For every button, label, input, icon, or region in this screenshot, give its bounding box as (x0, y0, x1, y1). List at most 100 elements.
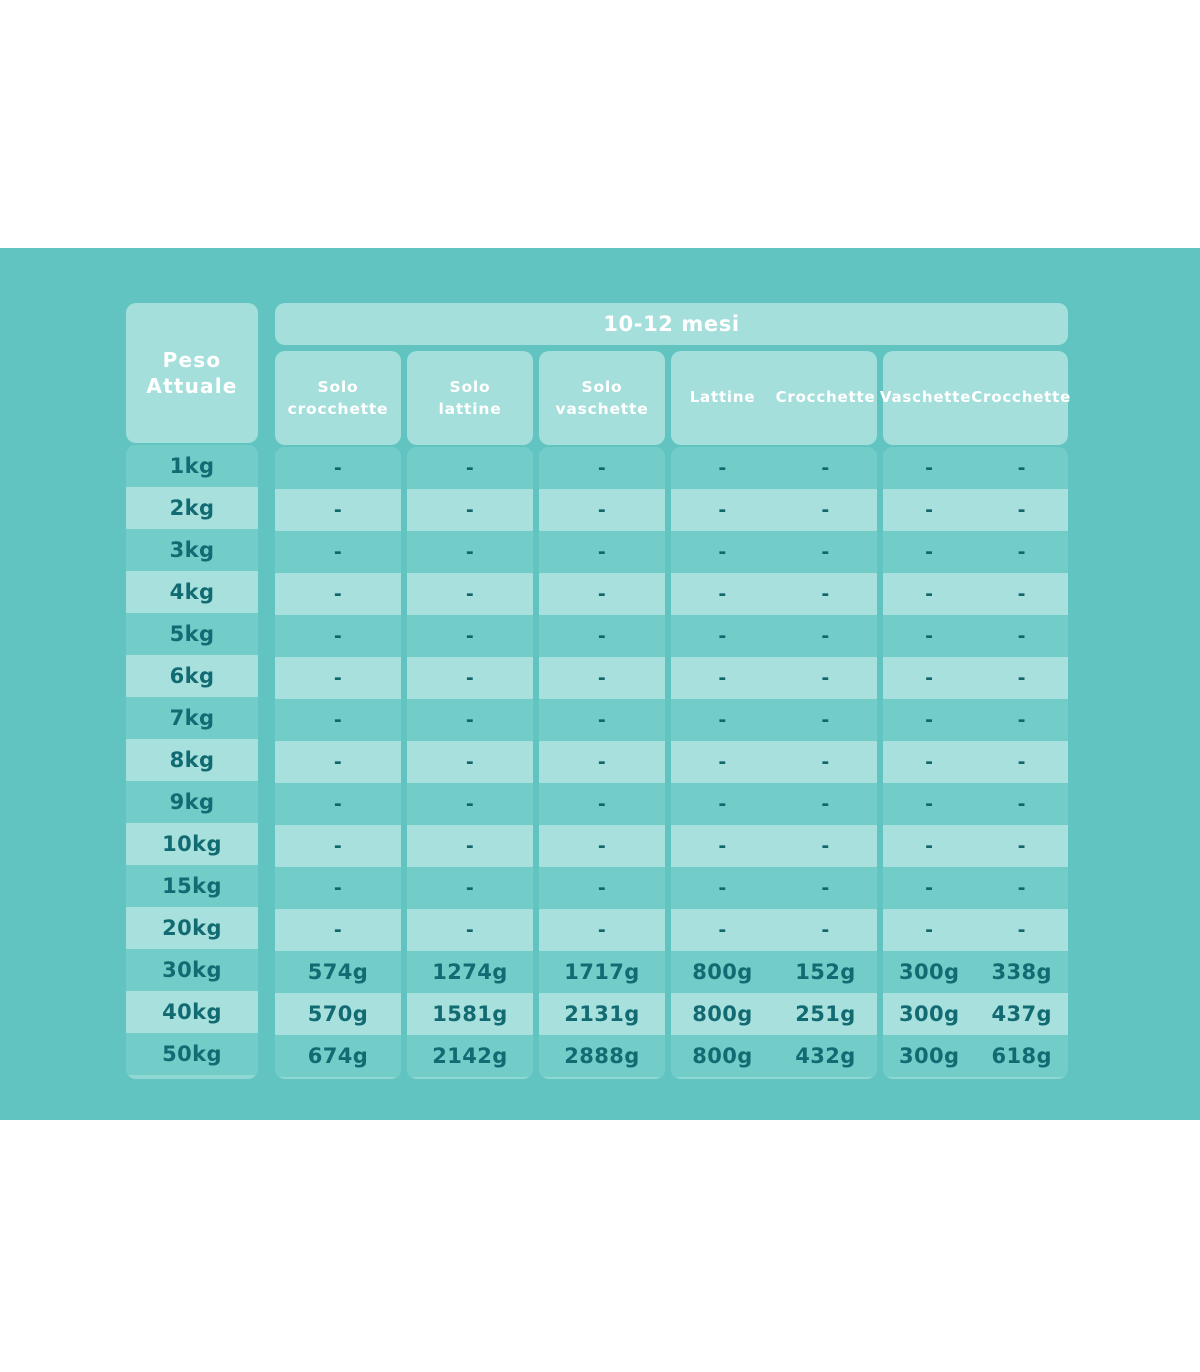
column-header-line: Solo (449, 378, 491, 396)
weight-row: 40kg (126, 991, 258, 1033)
column-header-vaschette-crocchette: Vaschette Crocchette (879, 351, 1070, 445)
table-row: -- (883, 825, 1068, 867)
column-header-label: Vaschette (879, 388, 972, 407)
cell-empty: - (597, 583, 607, 605)
table-row: - (275, 909, 401, 951)
cell-empty: - (718, 877, 727, 899)
cell-empty: - (333, 835, 343, 857)
weight-row: 15kg (126, 865, 258, 907)
cell-empty: - (925, 499, 934, 521)
weight-row: 5kg (126, 613, 258, 655)
table-row: -- (883, 489, 1068, 531)
weight-value: 20kg (162, 916, 222, 940)
table-row: -- (883, 447, 1068, 489)
cell-empty: - (821, 919, 830, 941)
cell-empty: - (718, 709, 727, 731)
table-row: - (275, 783, 401, 825)
column-header-solo-lattine: Solo lattine (407, 351, 533, 445)
cell-empty: - (718, 499, 727, 521)
column-header-solo-vaschette: Solo vaschette (539, 351, 665, 445)
table-row: -- (671, 909, 877, 951)
column-header-label: Solo vaschette (555, 376, 648, 420)
cell-empty: - (821, 499, 830, 521)
cell-empty: - (597, 835, 607, 857)
column-rows-vaschette-crocchette: - - - - - - - - - - - - - - - - - - - - - - - -300g 338g 300g 437g… (883, 447, 1068, 1079)
table-row: - (407, 531, 533, 573)
weight-value: 7kg (169, 706, 215, 730)
weight-value: 30kg (162, 958, 222, 982)
cell-empty: - (597, 709, 607, 731)
cell-empty: - (1017, 499, 1026, 521)
table-row: -- (671, 825, 877, 867)
table-row: - (275, 657, 401, 699)
table-row: 800g 251g (671, 993, 877, 1035)
cell-empty: - (821, 541, 830, 563)
column-rows-solo-crocchette: - - - - - - - - - - - - 574g 570g 674g (275, 447, 401, 1079)
cell-value: 152g (795, 960, 856, 984)
age-range-label: 10-12 mesi (603, 312, 740, 336)
cell-empty: - (597, 457, 607, 479)
table-row: 574g (275, 951, 401, 993)
cell-empty: - (821, 667, 830, 689)
cell-empty: - (1017, 541, 1026, 563)
weight-value: 1kg (169, 454, 215, 478)
weight-value: 3kg (169, 538, 215, 562)
table-row: -- (883, 615, 1068, 657)
column-header-line: Solo (581, 378, 623, 396)
cell-empty: - (718, 625, 727, 647)
cell-empty: - (821, 751, 830, 773)
table-row: 570g (275, 993, 401, 1035)
table-row: - (407, 825, 533, 867)
cell-empty: - (718, 751, 727, 773)
cell-empty: - (925, 667, 934, 689)
table-row: -- (671, 447, 877, 489)
cell-empty: - (597, 625, 607, 647)
weight-value: 4kg (169, 580, 215, 604)
cell-empty: - (821, 583, 830, 605)
table-row: -- (883, 867, 1068, 909)
weight-row: 4kg (126, 571, 258, 613)
table-row: 300g 437g (883, 993, 1068, 1035)
cell-empty: - (925, 793, 934, 815)
table-row: - (539, 867, 665, 909)
cell-empty: - (925, 457, 934, 479)
cell-empty: - (465, 583, 475, 605)
column-solo-crocchette: Solo crocchette - - - - - - - - - - - - 574g 570g 674g (275, 351, 401, 1079)
weight-row: 2kg (126, 487, 258, 529)
cell-empty: - (821, 457, 830, 479)
cell-empty: - (465, 793, 475, 815)
weight-column-rows: 1kg 2kg 3kg 4kg 5kg 6kg 7kg 8kg 9kg 10kg 15kg 20kg 3… (126, 445, 258, 1079)
weight-value: 50kg (162, 1042, 222, 1066)
cell-empty: - (925, 877, 934, 899)
table-row: - (407, 909, 533, 951)
cell-value: 1717g (564, 960, 640, 984)
weight-row: 50kg (126, 1033, 258, 1075)
cell-value: 300g (899, 1002, 960, 1026)
cell-empty: - (597, 793, 607, 815)
weight-row: 3kg (126, 529, 258, 571)
cell-value: 2131g (564, 1002, 640, 1026)
table-row: -- (883, 909, 1068, 951)
cell-value: 1581g (432, 1002, 508, 1026)
table-row: -- (883, 531, 1068, 573)
table-row: 2131g (539, 993, 665, 1035)
table-row: -- (671, 657, 877, 699)
table-row: - (275, 489, 401, 531)
table-row: - (407, 741, 533, 783)
age-range-banner: 10-12 mesi (275, 303, 1068, 345)
cell-value: 800g (692, 1002, 753, 1026)
cell-empty: - (597, 667, 607, 689)
cell-empty: - (1017, 751, 1026, 773)
column-header-line: crocchette (287, 400, 389, 418)
table-row: - (539, 489, 665, 531)
cell-empty: - (333, 877, 343, 899)
cell-value: 2888g (564, 1044, 640, 1068)
column-rows-solo-vaschette: - - - - - - - - - - - - 1717g 2131g 2888g (539, 447, 665, 1079)
table-row: - (407, 699, 533, 741)
column-header-lattine-crocchette: Lattine Crocchette (671, 351, 877, 445)
cell-empty: - (821, 835, 830, 857)
cell-value: 800g (692, 960, 753, 984)
cell-empty: - (718, 457, 727, 479)
cell-empty: - (821, 877, 830, 899)
cell-value: 338g (991, 960, 1052, 984)
